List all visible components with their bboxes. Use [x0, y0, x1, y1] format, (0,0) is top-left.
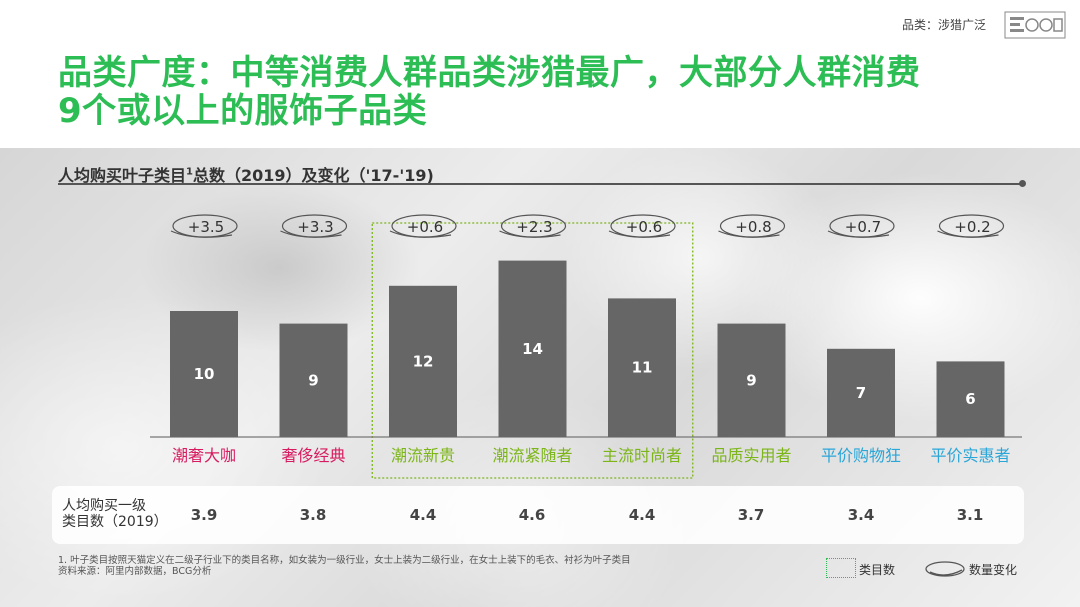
bar	[608, 298, 676, 437]
change-oval-swoosh	[499, 230, 561, 238]
legend-dotted-box-icon	[826, 558, 856, 578]
bar-value-label: 10	[194, 365, 215, 383]
stats-label: 人均购买一级 类目数（2019）	[62, 498, 168, 530]
category-label: 奢侈经典	[281, 446, 345, 465]
change-label: +0.7	[845, 218, 881, 236]
bar-value-label: 7	[856, 384, 866, 402]
category-label: 平价实惠者	[930, 446, 1010, 465]
bar	[827, 348, 895, 437]
category-label: 潮奢大咖	[172, 446, 236, 465]
change-oval-swoosh	[608, 230, 671, 238]
category-label: 潮流紧随者	[492, 446, 572, 465]
section-tag: 品类：涉猎广泛	[901, 18, 986, 32]
change-oval-swoosh	[937, 230, 999, 238]
change-label: +0.8	[735, 218, 771, 236]
stat-value: 3.8	[299, 506, 327, 524]
page-title: 品类广度：中等消费人群品类涉猎最广，大部分人群消费 9个或以上的服饰子品类	[58, 54, 1048, 130]
bar-value-label: 9	[746, 371, 756, 389]
bar	[498, 260, 567, 437]
legend-oval-icon	[925, 561, 965, 577]
bar-value-label: 12	[413, 352, 434, 370]
bar	[389, 285, 457, 437]
footnote: 1. 叶子类目按照天猫定义在二级子行业下的类目名称，如女装为一级行业，女士上装为…	[58, 555, 631, 577]
change-label: +3.5	[188, 218, 224, 236]
bar-value-label: 11	[632, 359, 653, 377]
first-level-category-panel: 人均购买一级 类目数（2019） 3.9 3.8 4.4 4.6 4.4 3.7…	[52, 486, 1024, 544]
change-label: +0.2	[954, 218, 990, 236]
stat-value: 3.4	[847, 506, 875, 524]
change-label: +0.6	[407, 218, 443, 236]
change-oval-swoosh	[718, 230, 780, 238]
bar-value-label: 14	[522, 340, 543, 358]
subtitle-text-b: 总数（2019）及变化（'17-'19)	[192, 166, 434, 185]
stat-value: 3.7	[737, 506, 765, 524]
change-label: +2.3	[516, 218, 552, 236]
subtitle-divider	[58, 183, 1024, 185]
legend-label-count: 类目数	[859, 563, 896, 577]
change-oval-swoosh	[170, 230, 233, 238]
bar	[170, 311, 238, 437]
title-line-1: 品类广度：中等消费人群品类涉猎最广，大部分人群消费	[58, 53, 921, 93]
chart-subtitle: 人均购买叶子类目1总数（2019）及变化（'17-'19)	[58, 162, 434, 186]
bar	[717, 323, 786, 437]
bar	[936, 361, 1005, 437]
footnote-line-2: 资料来源：阿里内部数据，BCG分析	[58, 566, 212, 577]
stats-label-line-1: 人均购买一级	[62, 498, 146, 514]
category-filter-icon	[1004, 11, 1066, 39]
title-line-2: 9个或以上的服饰子品类	[58, 91, 428, 131]
change-label: +0.6	[626, 218, 662, 236]
subtitle-divider-dot	[1019, 180, 1026, 187]
change-oval-swoosh	[389, 230, 452, 238]
change-oval-swoosh	[280, 230, 342, 238]
bar-value-label: 9	[308, 371, 318, 389]
legend-label-change: 数量变化	[969, 563, 1018, 577]
bar	[279, 323, 348, 437]
subtitle-footnote-mark: 1	[186, 166, 193, 178]
stat-value: 4.6	[518, 506, 546, 524]
category-label: 平价购物狂	[821, 446, 901, 465]
change-oval-swoosh	[827, 230, 890, 238]
bar-value-label: 6	[965, 390, 975, 408]
category-label: 品质实用者	[711, 446, 791, 465]
highlight-box	[371, 222, 694, 479]
footnote-line-1: 1. 叶子类目按照天猫定义在二级子行业下的类目名称，如女装为一级行业，女士上装为…	[58, 555, 631, 566]
subtitle-text-a: 人均购买叶子类目	[58, 166, 187, 185]
stats-label-line-2: 类目数（2019）	[62, 514, 168, 530]
stat-value: 3.1	[956, 506, 984, 524]
change-label: +3.3	[297, 218, 333, 236]
stat-value: 4.4	[628, 506, 656, 524]
category-label: 潮流新贵	[391, 446, 455, 465]
stat-value: 4.4	[409, 506, 437, 524]
category-label: 主流时尚者	[602, 446, 682, 465]
stat-value: 3.9	[190, 506, 218, 524]
